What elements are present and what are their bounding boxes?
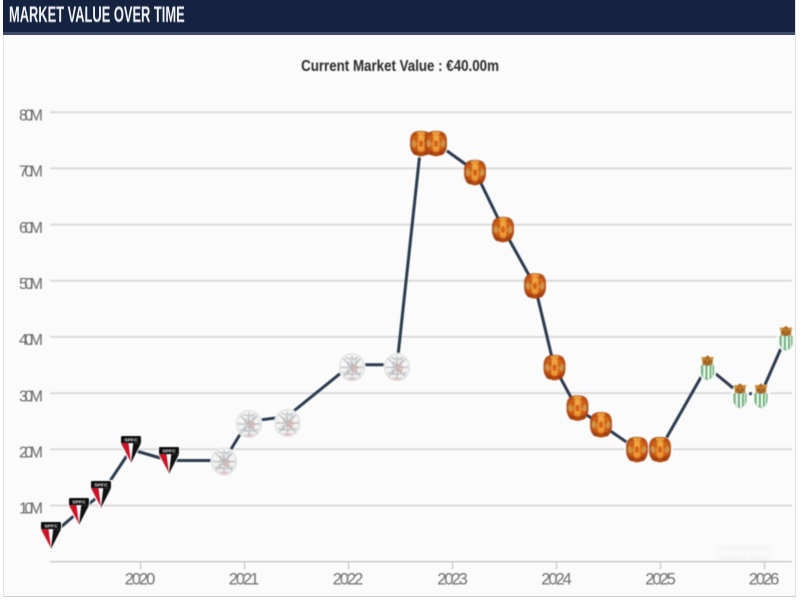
svg-text:60M: 60M (19, 220, 43, 237)
svg-text:80M: 80M (19, 107, 43, 124)
svg-text:50M: 50M (19, 276, 43, 293)
svg-text:2020: 2020 (125, 571, 156, 589)
svg-text:2023: 2023 (437, 571, 468, 589)
svg-text:2025: 2025 (645, 571, 676, 589)
svg-text:20M: 20M (19, 445, 43, 462)
svg-text:2022: 2022 (333, 571, 364, 589)
svg-text:30M: 30M (19, 388, 43, 405)
svg-text:2026: 2026 (749, 571, 780, 589)
svg-text:70M: 70M (19, 164, 43, 181)
svg-text:2024: 2024 (541, 571, 572, 589)
svg-text:2021: 2021 (229, 571, 260, 589)
svg-text:10M: 10M (19, 501, 43, 518)
svg-text:40M: 40M (19, 332, 43, 349)
